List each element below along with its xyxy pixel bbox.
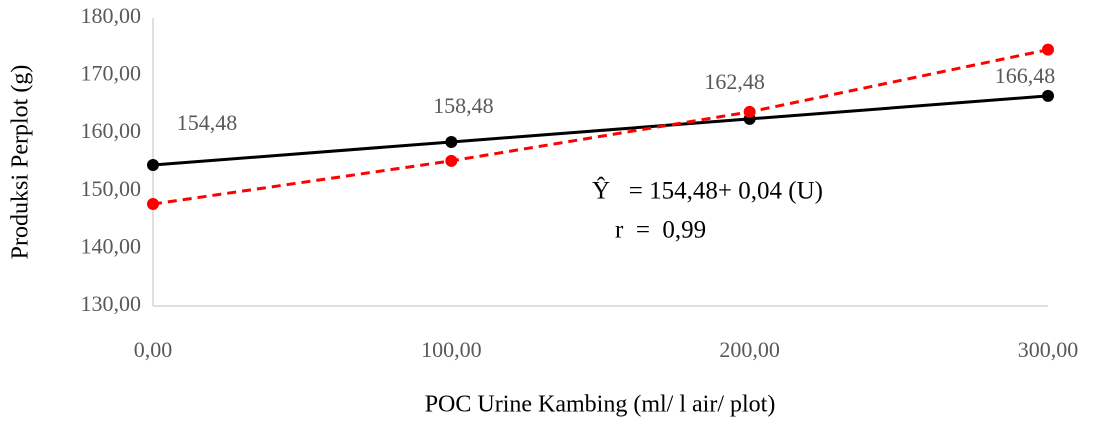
series-line	[152, 48, 1049, 206]
data-label: 154,48	[177, 110, 238, 135]
y-tick-label: 170,00	[81, 61, 142, 86]
data-point	[147, 198, 159, 211]
x-tick-label: 200,00	[719, 337, 780, 362]
y-tick-label: 180,00	[81, 3, 142, 28]
x-axis-title: POC Urine Kambing (ml/ l air/ plot)	[425, 392, 776, 418]
x-tick-label: 100,00	[421, 337, 482, 362]
data-point	[1042, 43, 1054, 56]
data-label: 158,48	[433, 93, 494, 118]
data-label: 166,48	[995, 63, 1056, 88]
y-tick-label: 150,00	[81, 176, 142, 201]
equation: Ŷ = 154,48+ 0,04 (U)	[592, 177, 823, 205]
data-point	[445, 154, 458, 167]
x-tick-label: 300,00	[1018, 337, 1079, 362]
y-tick-label: 130,00	[81, 291, 142, 316]
y-tick-label: 140,00	[81, 233, 142, 258]
series-line	[152, 94, 1049, 167]
x-tick-label: 0,00	[134, 337, 173, 362]
data-point	[147, 158, 159, 171]
data-label: 162,48	[704, 69, 765, 94]
y-axis-title: Produksi Perplot (g)	[8, 65, 34, 260]
data-point	[445, 135, 458, 148]
correlation: r = 0,99	[615, 217, 706, 244]
data-point	[1042, 89, 1054, 102]
y-tick-label: 160,00	[81, 118, 142, 143]
data-point	[743, 105, 756, 118]
